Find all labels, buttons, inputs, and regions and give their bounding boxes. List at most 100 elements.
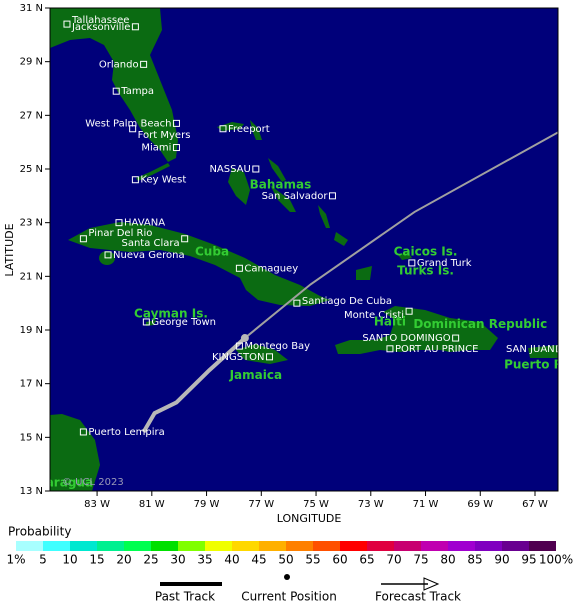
city-label: Tallahassee <box>71 15 129 26</box>
legend-title: Probability <box>8 525 71 539</box>
city-marker <box>181 235 189 243</box>
city-marker <box>131 176 139 184</box>
city-marker <box>328 192 336 200</box>
city-label: Grand Turk <box>417 258 472 269</box>
region-label: Puerto Rico <box>504 357 580 371</box>
city-marker <box>293 299 301 307</box>
legend-color-cell <box>286 541 313 551</box>
current-position-label: Current Position <box>241 590 337 604</box>
legend-color-cell <box>529 541 556 551</box>
city-marker <box>131 23 139 31</box>
city-label: SAN JUAN <box>506 344 555 355</box>
legend-tick-label: 70 <box>386 553 401 567</box>
land <box>50 8 558 491</box>
city-label: Santa Clara <box>121 238 179 249</box>
legend-tick-label: 95 <box>521 553 536 567</box>
legend-tick-label: 1% <box>6 553 25 567</box>
legend-tick-label: 30 <box>170 553 185 567</box>
legend-color-cell <box>394 541 421 551</box>
city-marker <box>405 307 413 315</box>
x-axis-title: LONGITUDE <box>277 512 342 525</box>
legend-tick-label: 75 <box>413 553 428 567</box>
city-label: Fort Myers <box>138 130 191 141</box>
legend-color-cell <box>151 541 178 551</box>
y-tick-label: 23 N <box>20 218 43 229</box>
region-label: Cuba <box>195 245 229 259</box>
city-label: George Town <box>151 317 216 328</box>
legend-tick-label: 90 <box>494 553 509 567</box>
city-marker <box>266 353 274 361</box>
legend-color-cell <box>70 541 97 551</box>
past-track-label: Past Track <box>155 590 215 604</box>
x-tick-label: 67 W <box>522 499 548 510</box>
city-label: SANTO DOMINGO <box>362 333 450 344</box>
legend-color-cell <box>313 541 340 551</box>
x-tick-label: 69 W <box>467 499 493 510</box>
city-label: Key West <box>140 175 186 186</box>
legend-color-cell <box>16 541 43 551</box>
acklins <box>334 232 348 246</box>
copyright: © UCL 2023 <box>62 477 124 488</box>
legend-color-cell <box>475 541 502 551</box>
city-label: Monte Cristi <box>344 310 404 321</box>
y-tick-label: 15 N <box>20 432 43 443</box>
city-marker <box>79 235 87 243</box>
forecast-track-label: Forecast Track <box>375 590 461 604</box>
map-frame <box>49 7 559 492</box>
region-label: Cayman Is. <box>134 306 208 320</box>
city-label: Montego Bay <box>244 341 310 352</box>
current-position <box>240 334 249 343</box>
legend-tick-label: 55 <box>305 553 320 567</box>
y-tick-label: 31 N <box>20 3 43 14</box>
city-marker <box>140 60 148 68</box>
legend-color-cell <box>259 541 286 551</box>
region-label: Turks Is. <box>397 263 454 277</box>
y-tick-label: 27 N <box>20 110 43 121</box>
legend-tick-label: 50 <box>278 553 293 567</box>
y-tick-label: 17 N <box>20 379 43 390</box>
forecast-arrow-key <box>423 577 440 591</box>
forecast-track <box>244 131 558 339</box>
long-island <box>318 205 330 228</box>
legend-color-cell <box>178 541 205 551</box>
legend-tick-label: 40 <box>224 553 239 567</box>
city-marker <box>129 125 137 133</box>
florida-keys <box>136 163 170 181</box>
legend-tick-label: 35 <box>197 553 212 567</box>
city-label: San Salvador <box>262 191 329 202</box>
city-marker <box>104 251 112 259</box>
city-label: Freeport <box>228 124 270 135</box>
legend-tick-label: 15 <box>89 553 104 567</box>
city-marker <box>235 264 243 272</box>
legend-color-cell <box>340 541 367 551</box>
legend-tick-label: 80 <box>440 553 455 567</box>
x-tick-label: 75 W <box>303 499 329 510</box>
city-label: Puerto Lempira <box>88 427 164 438</box>
city-marker <box>142 318 150 326</box>
x-tick-label: 81 W <box>139 499 165 510</box>
legend-tick-label: 5 <box>39 553 47 567</box>
city-marker <box>408 259 416 267</box>
city-marker <box>79 428 87 436</box>
x-tick-label: 73 W <box>358 499 384 510</box>
great-inagua <box>356 266 372 280</box>
legend-tick-label: 45 <box>251 553 266 567</box>
city-label: West Palm Beach <box>85 118 171 129</box>
legend-color-cell <box>124 541 151 551</box>
city-marker <box>112 87 120 95</box>
city-marker <box>556 345 558 353</box>
y-tick-label: 25 N <box>20 164 43 175</box>
puerto-rico <box>528 345 558 358</box>
abaco <box>250 120 262 140</box>
x-tick-label: 83 W <box>84 499 110 510</box>
y-tick-label: 13 N <box>20 486 43 497</box>
legend-color-cell <box>205 541 232 551</box>
florida <box>50 8 178 162</box>
legend-color-cell <box>502 541 529 551</box>
turks-caicos <box>398 252 412 260</box>
andros <box>228 168 250 205</box>
city-marker <box>252 165 260 173</box>
current-position-key <box>284 574 290 580</box>
